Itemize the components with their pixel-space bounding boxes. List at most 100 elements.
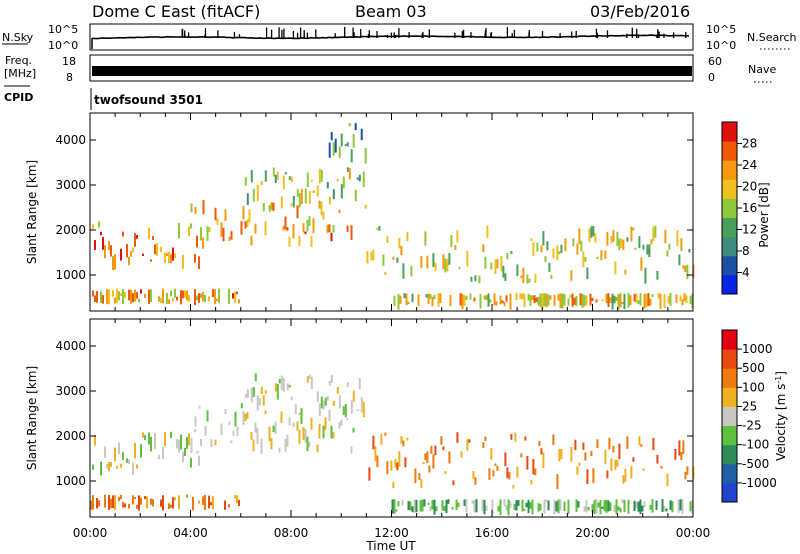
echo-cell	[623, 499, 626, 512]
colorbar-tick-label: 1000	[742, 342, 773, 356]
echo-cell	[539, 293, 542, 307]
echo-cell	[170, 504, 172, 508]
echo-cell	[288, 236, 291, 247]
echo-cell	[112, 495, 114, 509]
echo-cell	[120, 293, 122, 296]
echo-cell	[595, 499, 598, 514]
colorbar-tick-label: 4	[742, 266, 750, 280]
echo-cell	[208, 495, 210, 509]
echo-cell	[342, 406, 345, 416]
echo-cell	[543, 499, 546, 514]
echo-cell	[584, 452, 587, 461]
echo-cell	[611, 293, 614, 310]
colorbar-tick-label: 500	[742, 361, 765, 375]
echo-cell	[156, 243, 158, 256]
echo-cell	[172, 247, 174, 261]
echo-cell	[411, 293, 414, 303]
echo-cell	[198, 405, 201, 409]
echo-cell	[401, 499, 404, 506]
echo-cell	[666, 473, 669, 487]
echo-cell	[677, 499, 680, 513]
echo-cell	[256, 184, 259, 201]
echo-cell	[162, 288, 164, 304]
echo-cell	[372, 249, 375, 261]
echo-cell	[246, 193, 249, 206]
echo-cell	[216, 298, 218, 302]
echo-cell	[312, 190, 315, 193]
echo-cell	[290, 176, 293, 183]
echo-cell	[110, 462, 112, 467]
echo-cell	[592, 468, 595, 484]
echo-cell	[110, 498, 112, 509]
echo-cell	[126, 244, 128, 258]
freq-frame	[89, 54, 694, 82]
echo-cell	[256, 428, 259, 444]
echo-cell	[500, 256, 503, 272]
echo-cell	[300, 188, 303, 205]
echo-cell	[160, 246, 162, 252]
echo-cell	[617, 506, 620, 511]
echo-cell	[448, 451, 451, 464]
echo-cell	[473, 297, 476, 302]
echo-cell	[543, 293, 546, 307]
echo-cell	[520, 275, 523, 279]
echo-cell	[479, 294, 482, 309]
echo-cell	[282, 377, 285, 392]
echo-cell	[470, 276, 473, 282]
echo-cell	[615, 499, 618, 515]
echo-cell	[290, 396, 293, 401]
echo-cell	[248, 209, 251, 223]
echo-cell	[610, 458, 613, 471]
echo-cell	[542, 452, 545, 468]
echo-cell	[280, 411, 283, 423]
echo-cell	[483, 499, 486, 515]
echo-cell	[466, 250, 469, 267]
echo-cell	[414, 468, 417, 483]
echo-cell	[594, 233, 597, 243]
echo-cell	[130, 289, 132, 304]
echo-cell	[437, 293, 440, 307]
echo-cell	[262, 394, 265, 406]
echo-cell	[322, 211, 325, 220]
echo-cell	[420, 479, 423, 489]
echo-cell	[190, 203, 193, 213]
echo-cell	[494, 259, 497, 274]
echo-cell	[616, 231, 619, 246]
echo-cell	[310, 376, 313, 389]
echo-cell	[499, 295, 502, 305]
echo-cell	[346, 382, 349, 387]
echo-cell	[557, 499, 560, 514]
power-axis-ticks: 1000 2000 3000 4000	[55, 113, 694, 311]
echo-cell	[540, 448, 543, 455]
echo-cell	[570, 270, 573, 281]
colorbar-swatch	[722, 274, 737, 295]
echo-cell	[224, 209, 227, 221]
echo-cell	[306, 220, 309, 232]
velocity-colorbar-label-close: ]	[774, 371, 788, 376]
echo-cell	[134, 442, 136, 459]
echo-cell	[274, 174, 277, 183]
colorbar-tick-label: 20	[742, 180, 757, 194]
echo-cell	[182, 451, 184, 463]
echo-cell	[102, 295, 104, 304]
echo-cell	[144, 293, 146, 298]
colorbar-tick-label: 16	[742, 201, 757, 215]
echo-cell	[94, 295, 96, 302]
echo-cell	[621, 499, 624, 504]
echo-cell	[384, 272, 387, 275]
echo-cell	[194, 416, 197, 427]
echo-cell	[564, 238, 567, 252]
echo-cell	[144, 496, 146, 500]
echo-cell	[505, 295, 508, 302]
echo-cell	[394, 458, 397, 468]
echo-cell	[194, 207, 197, 214]
echo-cell	[296, 421, 299, 431]
echo-cell	[376, 227, 379, 230]
echo-cell	[446, 258, 449, 272]
echo-cell	[473, 499, 476, 513]
echo-cell	[132, 495, 134, 505]
echo-cell	[198, 293, 200, 303]
echo-cell	[590, 226, 593, 238]
echo-cell	[224, 500, 226, 510]
echo-cell	[242, 411, 245, 426]
